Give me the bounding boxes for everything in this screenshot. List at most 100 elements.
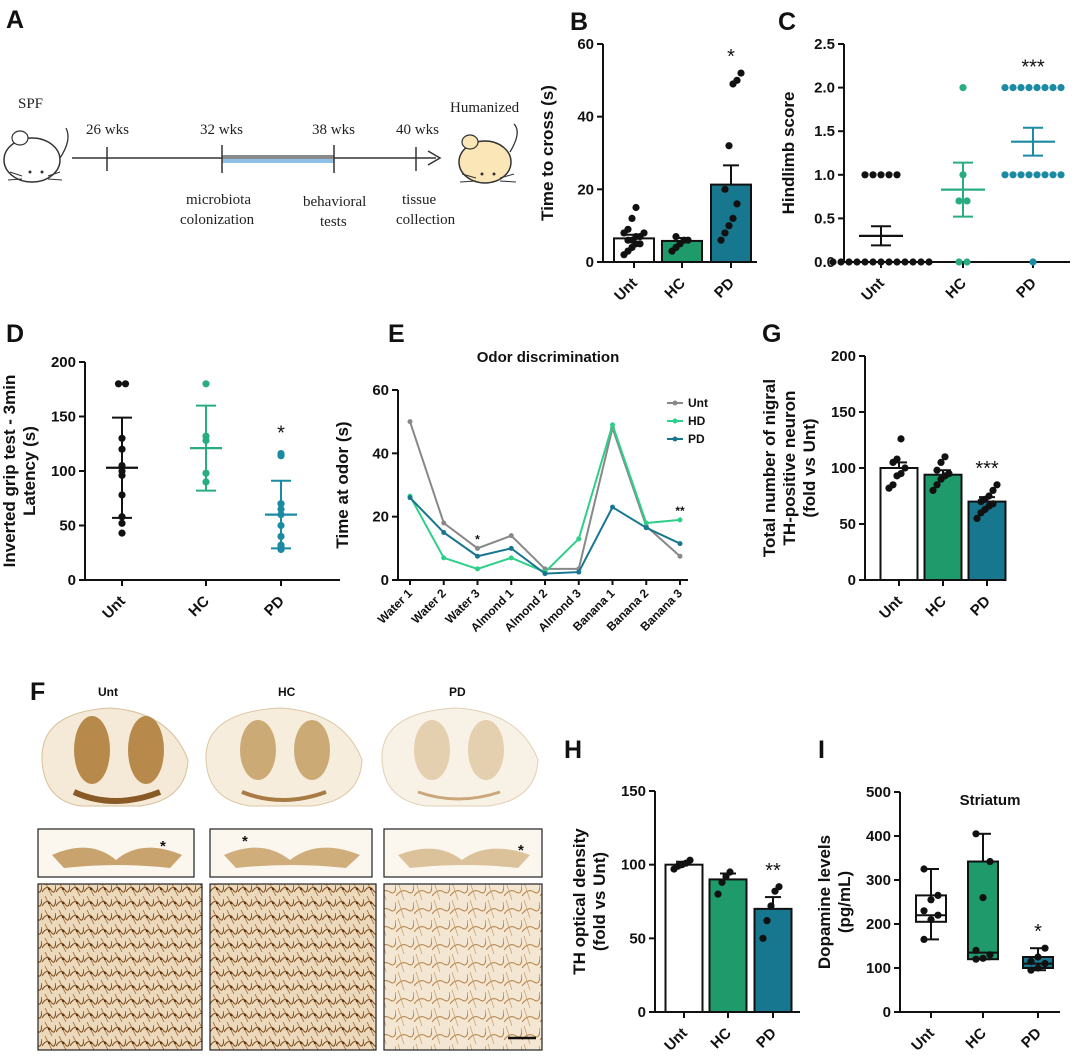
legend-label: Unt: [688, 396, 708, 410]
y-tick-label: 200: [51, 354, 76, 371]
brain-section-pd: [381, 707, 539, 807]
data-point: [718, 878, 726, 886]
y-tick-label: 50: [59, 518, 76, 535]
x-tick-label: HC: [661, 275, 688, 302]
y-tick-label: 150: [621, 783, 646, 800]
data-point: [277, 449, 285, 458]
data-point: [737, 69, 745, 77]
data-point: [1029, 258, 1037, 266]
y-tick-label: 2.0: [814, 80, 835, 97]
series-line-unt: [409, 421, 681, 570]
data-point: [955, 258, 963, 266]
data-point: [114, 380, 123, 388]
data-point: [733, 200, 741, 208]
x-tick-label: PD: [1018, 1025, 1045, 1052]
data-point: [610, 422, 615, 428]
data-point: [767, 902, 775, 910]
data-point: [917, 258, 925, 266]
data-point: [979, 954, 987, 962]
micrograph-unt: [37, 883, 203, 1051]
data-point: [475, 566, 480, 572]
y-tick-label: 100: [866, 960, 891, 977]
event-label: tissue: [402, 192, 437, 208]
x-tick-label: Unt: [908, 1025, 938, 1055]
y-tick-label: 50: [839, 516, 856, 533]
data-point: [927, 896, 935, 904]
data-point: [1001, 171, 1009, 179]
panel-label-h: H: [564, 736, 582, 764]
data-point: [677, 541, 683, 547]
legend-marker: [672, 436, 678, 442]
data-point: [897, 435, 905, 443]
y-axis-label: Hindlimb score: [779, 92, 798, 215]
panel-a: A SPF Humanized 26 wks 32 wks 38 wk: [3, 6, 520, 230]
y-tick-label: 2.5: [814, 36, 835, 53]
data-point: [508, 545, 514, 551]
y-axis-label: TH-positive neuron: [780, 391, 799, 546]
data-point: [407, 419, 413, 425]
data-point: [726, 868, 734, 876]
data-point: [610, 504, 615, 510]
data-point: [636, 240, 644, 248]
chart-c: 0.0 0.5 1.0 1.5 2.0 2.5 Hindlimb score Unt HC PD *…: [779, 36, 1070, 305]
panel-label-i: I: [818, 736, 825, 764]
timeline-colonization-bar: [222, 155, 334, 159]
panel-label-e: E: [388, 320, 405, 348]
x-tick-label: HC: [942, 275, 969, 302]
x-tick-label: Water 1: [375, 586, 415, 626]
data-point: [632, 203, 640, 212]
x-tick-label: PD: [711, 275, 738, 302]
y-tick-label: 40: [577, 109, 594, 126]
asterisk-marker: *: [242, 833, 248, 850]
event-label: microbiota: [186, 192, 251, 208]
data-point: [725, 222, 733, 230]
panel-label-f: F: [30, 678, 45, 706]
box: [967, 860, 999, 961]
x-tick-label: Water 2: [409, 586, 449, 626]
panel-f: Unt HC PD * * *: [37, 685, 543, 1051]
data-point: [861, 258, 869, 266]
data-point: [877, 258, 885, 266]
data-point: [714, 890, 722, 898]
asterisk-marker: *: [160, 838, 166, 855]
y-tick-label: 0: [381, 572, 389, 589]
data-point: [1057, 84, 1065, 92]
data-point: [775, 883, 783, 891]
data-point: [920, 865, 928, 873]
data-point: [441, 530, 447, 535]
mouse-icon-humanized: [458, 123, 518, 184]
data-point: [1017, 171, 1025, 179]
event-label: behavioral: [303, 194, 366, 210]
data-point: [845, 258, 853, 266]
x-tick-label: HC: [707, 1025, 734, 1052]
y-axis-label: TH optical density: [570, 828, 589, 975]
y-tick-label: 60: [577, 36, 594, 53]
y-tick-label: 0.0: [814, 254, 835, 271]
data-point: [1009, 171, 1017, 179]
y-tick-label: 0: [638, 1004, 646, 1021]
data-point: [829, 258, 837, 266]
data-point: [934, 911, 942, 919]
significance-marker: ***: [975, 458, 999, 480]
data-point: [933, 481, 941, 489]
data-point: [889, 481, 897, 489]
data-point: [1009, 84, 1017, 92]
data-point: [121, 380, 130, 388]
data-point: [542, 571, 548, 577]
data-point: [869, 171, 877, 179]
data-point: [729, 214, 737, 222]
data-point: [1025, 171, 1033, 179]
panel-label-c: C: [778, 8, 796, 36]
data-point: [985, 492, 993, 500]
data-point: [643, 520, 649, 526]
data-point: [1049, 171, 1057, 179]
panel-label-b: B: [570, 8, 588, 36]
data-point: [1041, 84, 1049, 92]
y-tick-label: 200: [831, 348, 856, 365]
data-point: [1034, 953, 1042, 961]
data-point: [929, 486, 937, 494]
data-point: [717, 236, 725, 244]
data-point: [763, 917, 771, 925]
data-point: [725, 142, 733, 150]
data-point: [1027, 957, 1035, 966]
